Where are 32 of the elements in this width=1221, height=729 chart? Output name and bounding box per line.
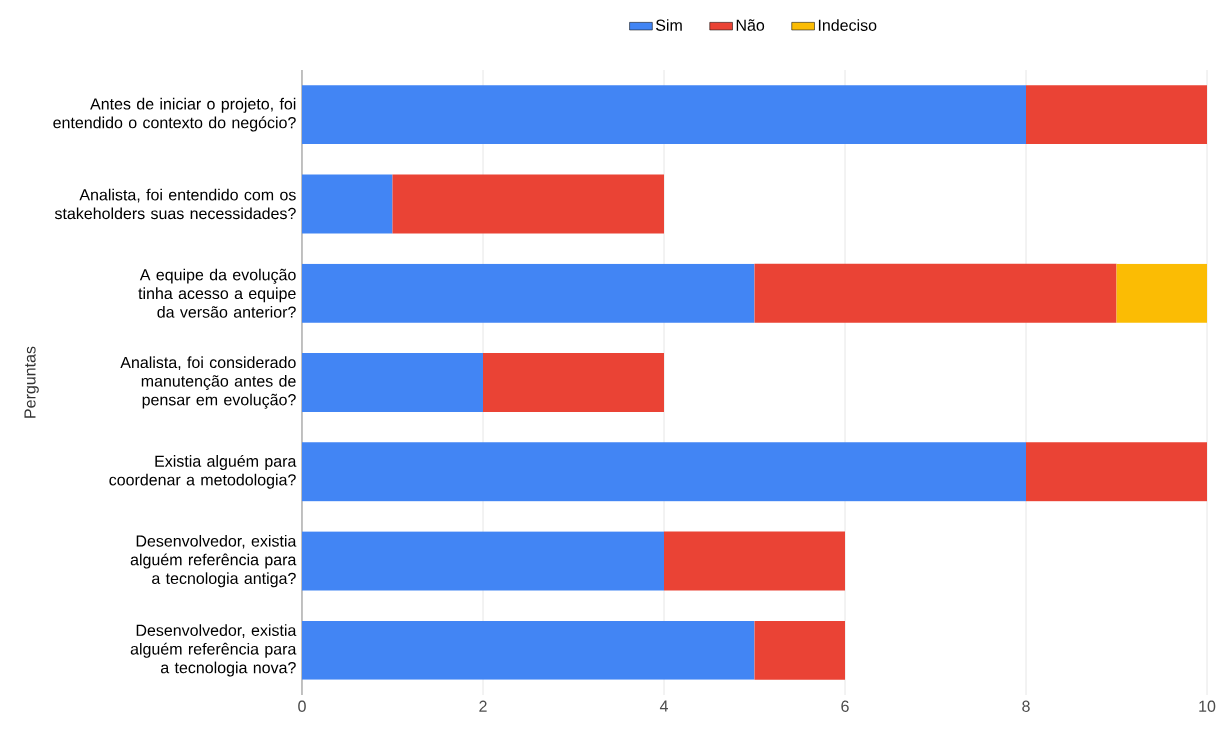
bar: [1116, 263, 1208, 323]
y-tick-label: Existia alguém para coordenar a metodologia?: [109, 454, 297, 489]
x-tick-label: 8: [1022, 700, 1030, 712]
y-axis-title: Perguntas: [24, 346, 39, 418]
bar: [302, 85, 1027, 145]
x-tick-label: 10: [1199, 700, 1216, 712]
bar: [664, 531, 845, 591]
bar: [483, 353, 665, 412]
legend-label: Não: [736, 19, 765, 31]
bar: [302, 620, 755, 680]
y-tick-label: Desenvolvedor, existia alguém referência para a tecnologia nova?: [130, 624, 297, 677]
bar: [1026, 442, 1208, 502]
y-tick-label: Analista, foi considerado manutenção antes de pensar em evolução?: [120, 356, 296, 409]
legend-label: Sim: [656, 19, 682, 31]
x-tick-label: 6: [841, 700, 849, 712]
x-tick-label: 2: [479, 700, 487, 712]
bar: [302, 353, 483, 412]
bar: [302, 531, 665, 591]
legend-label: Indeciso: [818, 19, 877, 31]
bar: [392, 174, 665, 234]
bar: [1026, 85, 1208, 145]
bar: [302, 263, 755, 323]
x-tick-label: 0: [298, 700, 306, 712]
y-tick-label: Desenvolvedor, existia alguém referência para a tecnologia antiga?: [130, 534, 297, 588]
bar: [754, 620, 845, 680]
y-tick-label: A equipe da evolução tinha acesso a equipe da versão anterior?: [138, 268, 296, 318]
y-tick-label: Analista, foi entendido com os stakeholders suas necessidades?: [54, 188, 296, 220]
bar: [754, 263, 1117, 323]
bar: [302, 174, 393, 234]
bar: [302, 442, 1027, 502]
x-tick-label: 4: [659, 700, 668, 712]
y-tick-label: Antes de iniciar o projeto, foi entendido o contexto do negócio?: [53, 97, 296, 132]
